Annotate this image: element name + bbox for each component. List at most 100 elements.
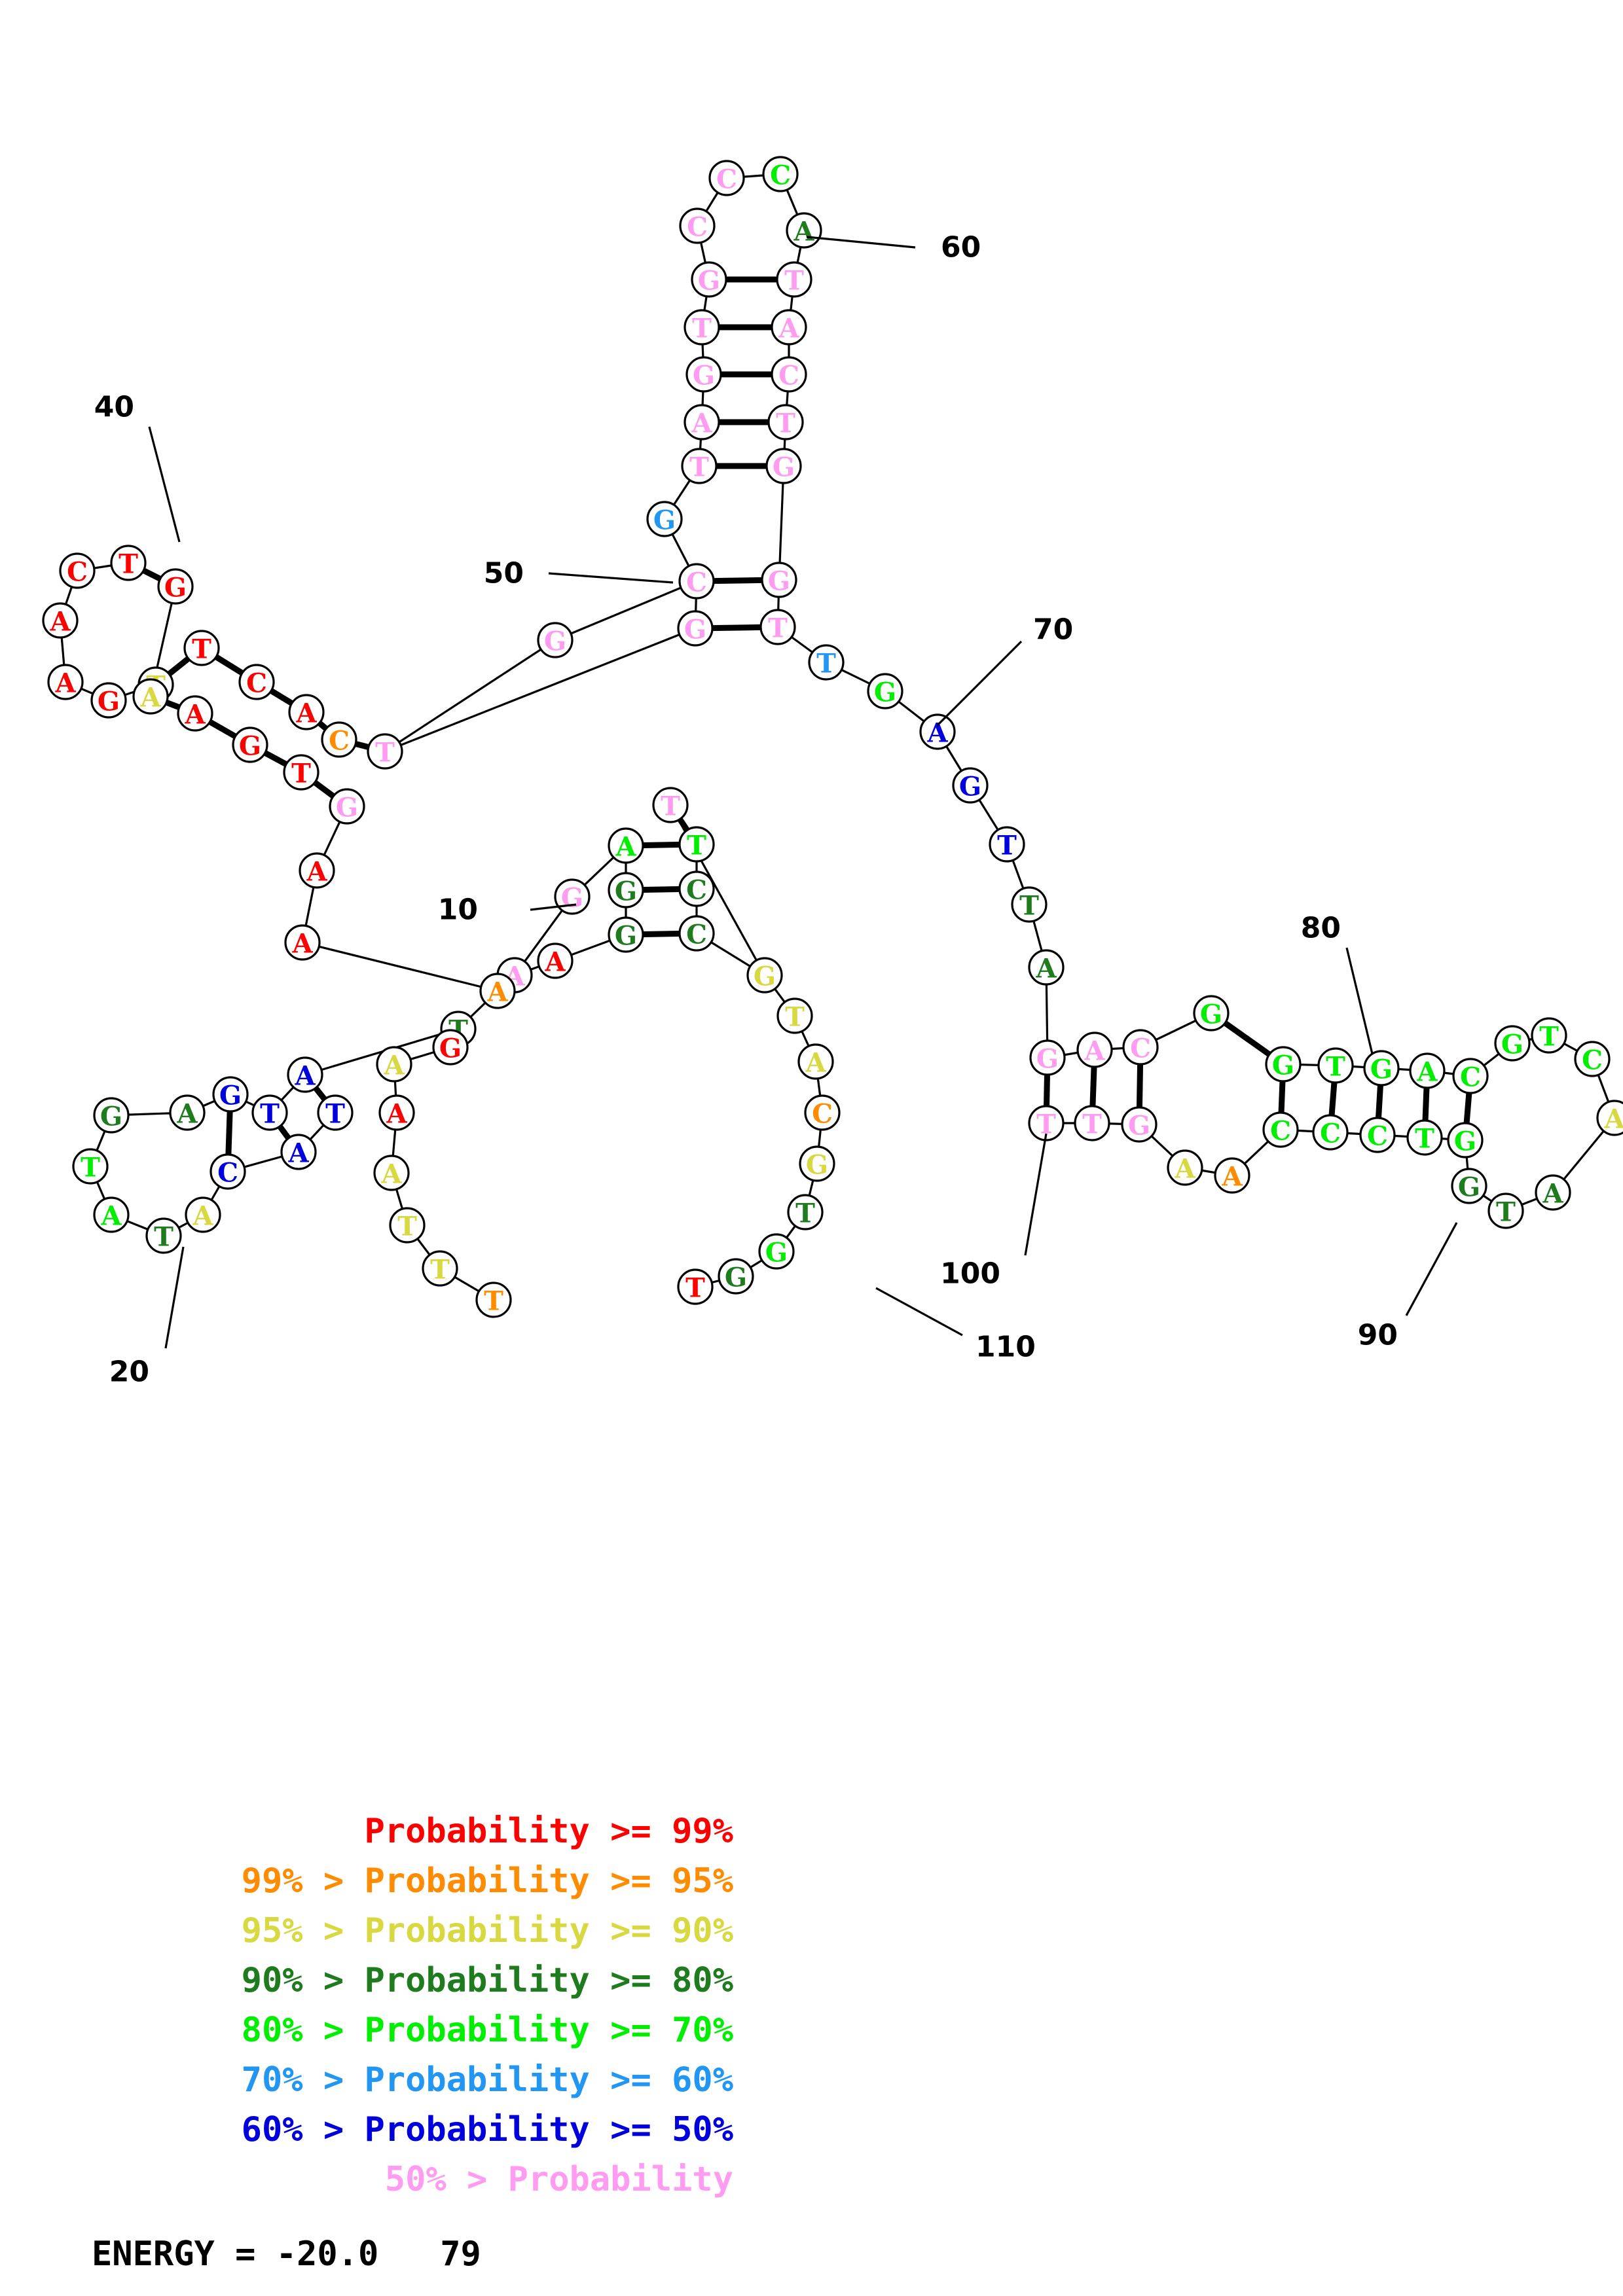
base-node: G bbox=[608, 872, 644, 908]
base-letter: C bbox=[1270, 1116, 1291, 1147]
base-node: G bbox=[691, 261, 727, 298]
base-circle bbox=[681, 448, 718, 484]
base-node: A bbox=[1596, 1100, 1623, 1136]
position-leader-line bbox=[936, 640, 1023, 726]
base-node: A bbox=[378, 1094, 415, 1131]
base-node: T bbox=[1487, 1193, 1524, 1229]
base-circle bbox=[867, 673, 903, 709]
base-node: C bbox=[59, 552, 96, 589]
base-node: A bbox=[1167, 1149, 1203, 1186]
base-node: A bbox=[479, 973, 516, 1009]
base-letter: C bbox=[716, 164, 737, 195]
base-circle bbox=[952, 767, 989, 804]
base-letter: C bbox=[770, 160, 791, 191]
position-leader-line bbox=[148, 426, 181, 543]
base-circle bbox=[1167, 1149, 1203, 1186]
base-node: A bbox=[1214, 1157, 1250, 1194]
base-letter: A bbox=[778, 314, 799, 344]
base-circle bbox=[776, 261, 812, 298]
base-circle bbox=[1409, 1052, 1446, 1089]
base-node: A bbox=[132, 678, 169, 715]
base-circle bbox=[183, 630, 220, 666]
base-node: T bbox=[251, 1094, 288, 1131]
base-circle bbox=[378, 1094, 415, 1131]
base-node: C bbox=[1122, 1029, 1159, 1066]
position-leader-line bbox=[1345, 947, 1374, 1054]
base-letter: T bbox=[661, 791, 680, 822]
base-circle bbox=[1447, 1122, 1484, 1158]
base-node: T bbox=[1011, 886, 1048, 923]
base-circle bbox=[646, 501, 683, 537]
base-node: A bbox=[537, 942, 574, 979]
base-node: T bbox=[475, 1282, 512, 1318]
base-node: G bbox=[1121, 1106, 1158, 1143]
base-letter: A bbox=[287, 1138, 309, 1169]
base-circle bbox=[771, 356, 807, 393]
base-node: C bbox=[679, 207, 716, 244]
base-node: G bbox=[329, 788, 365, 825]
base-letter: G bbox=[239, 731, 261, 762]
base-circle bbox=[288, 694, 325, 730]
base-circle bbox=[678, 826, 715, 863]
base-letter: A bbox=[1221, 1162, 1243, 1193]
base-circle bbox=[1535, 1174, 1571, 1211]
legend-row-4: 80% > Probability >= 70% bbox=[241, 2011, 733, 2050]
base-circle bbox=[677, 1268, 714, 1305]
base-letter: G bbox=[439, 1033, 462, 1064]
base-node: T bbox=[1406, 1119, 1443, 1156]
base-node: C bbox=[210, 1153, 246, 1190]
base-letter: T bbox=[687, 831, 706, 861]
base-circle bbox=[708, 160, 745, 196]
base-letter: T bbox=[1019, 891, 1039, 922]
base-circle bbox=[59, 552, 96, 589]
base-circle bbox=[537, 942, 574, 979]
base-circle bbox=[284, 924, 321, 961]
backbone-segment bbox=[384, 627, 696, 753]
base-letter: T bbox=[1082, 1109, 1102, 1140]
base-circle bbox=[761, 562, 797, 598]
base-letter: C bbox=[1130, 1033, 1151, 1064]
position-label-100: 100 bbox=[940, 1257, 1000, 1291]
base-circle bbox=[608, 916, 644, 953]
base-node: A bbox=[287, 1056, 323, 1093]
base-node: C bbox=[1262, 1111, 1299, 1148]
base-circle bbox=[367, 733, 403, 770]
base-letter: A bbox=[1542, 1179, 1563, 1210]
base-letter: A bbox=[380, 1159, 402, 1190]
base-letter: T bbox=[291, 759, 311, 789]
base-letter: G bbox=[1128, 1111, 1150, 1141]
base-letter: C bbox=[812, 1099, 833, 1130]
base-node: G bbox=[432, 1029, 469, 1066]
base-circle bbox=[145, 1217, 182, 1254]
base-letter: A bbox=[1035, 954, 1057, 984]
base-letter: A bbox=[926, 718, 948, 749]
backbone-segment bbox=[302, 941, 498, 992]
base-circle bbox=[1494, 1025, 1531, 1062]
base-node: T bbox=[989, 826, 1025, 863]
base-circle bbox=[691, 261, 727, 298]
base-letter: C bbox=[1582, 1045, 1603, 1076]
position-leader-line bbox=[806, 236, 916, 249]
base-node: G bbox=[1193, 995, 1230, 1031]
base-node: A bbox=[608, 827, 644, 864]
base-circle bbox=[765, 448, 802, 484]
base-node: T bbox=[759, 609, 796, 645]
base-circle bbox=[804, 1094, 841, 1131]
base-circle bbox=[989, 826, 1025, 863]
base-circle bbox=[283, 754, 319, 791]
base-letter: T bbox=[768, 613, 788, 644]
base-letter: T bbox=[816, 649, 836, 679]
base-node: G bbox=[157, 568, 194, 605]
base-circle bbox=[1531, 1017, 1567, 1054]
base-circle bbox=[177, 695, 213, 732]
base-letter: G bbox=[768, 566, 790, 597]
base-node: G bbox=[677, 610, 714, 647]
base-node: T bbox=[787, 1194, 824, 1230]
base-node: C bbox=[678, 563, 715, 600]
base-node: G bbox=[867, 673, 903, 709]
base-letter: T bbox=[430, 1255, 450, 1285]
base-circle bbox=[422, 1250, 458, 1287]
base-letter: A bbox=[1603, 1104, 1623, 1135]
base-letter: A bbox=[192, 1201, 213, 1232]
base-letter: T bbox=[1326, 1052, 1345, 1083]
